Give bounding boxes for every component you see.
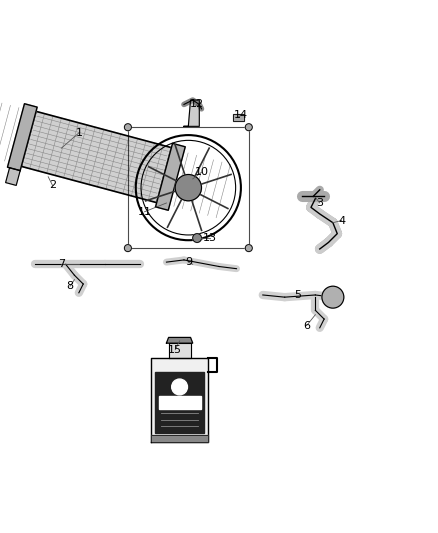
Polygon shape [155, 143, 185, 211]
Text: 2: 2 [49, 181, 56, 190]
Polygon shape [166, 337, 193, 343]
Text: 13: 13 [203, 233, 217, 243]
Text: 4: 4 [338, 215, 345, 225]
Text: 14: 14 [234, 110, 248, 120]
Text: 1: 1 [75, 128, 82, 138]
Text: 12: 12 [190, 100, 204, 109]
Text: 3: 3 [316, 198, 323, 208]
Circle shape [322, 286, 344, 308]
Text: 15: 15 [168, 345, 182, 355]
Text: 10: 10 [194, 167, 208, 177]
Text: 11: 11 [138, 207, 152, 217]
Polygon shape [151, 435, 208, 442]
Circle shape [124, 245, 131, 252]
Text: 9: 9 [185, 257, 192, 267]
Text: 8: 8 [67, 281, 74, 291]
Bar [159, 395, 201, 409]
Circle shape [175, 174, 201, 201]
Polygon shape [6, 168, 20, 185]
Polygon shape [151, 359, 208, 442]
Polygon shape [7, 104, 37, 171]
Polygon shape [169, 343, 191, 359]
Circle shape [245, 124, 252, 131]
Polygon shape [155, 372, 204, 433]
Circle shape [124, 124, 131, 131]
Circle shape [172, 379, 187, 395]
Circle shape [193, 233, 201, 243]
Text: 7: 7 [58, 260, 65, 269]
Bar [233, 114, 244, 121]
Text: 5: 5 [294, 290, 301, 300]
Polygon shape [184, 100, 199, 126]
Text: 6: 6 [303, 321, 310, 330]
Bar [233, 114, 244, 121]
Circle shape [245, 245, 252, 252]
Polygon shape [21, 111, 171, 203]
